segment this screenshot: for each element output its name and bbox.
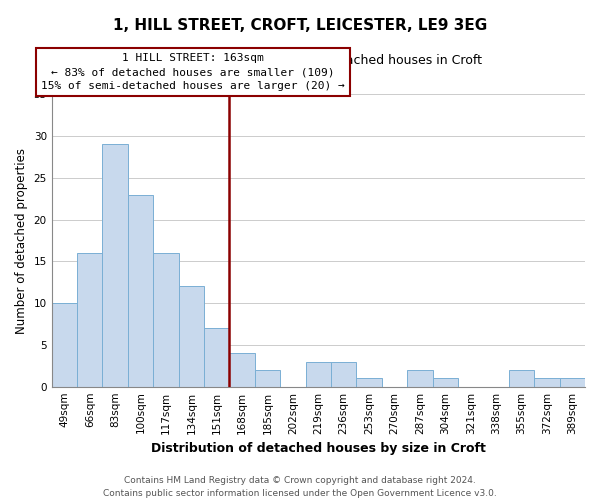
Text: Contains HM Land Registry data © Crown copyright and database right 2024.
Contai: Contains HM Land Registry data © Crown c…: [103, 476, 497, 498]
Bar: [356, 378, 382, 386]
Text: 1, HILL STREET, CROFT, LEICESTER, LE9 3EG: 1, HILL STREET, CROFT, LEICESTER, LE9 3E…: [113, 18, 487, 32]
Bar: [204, 328, 229, 386]
Title: Size of property relative to detached houses in Croft: Size of property relative to detached ho…: [154, 54, 482, 67]
Bar: [103, 144, 128, 386]
Bar: [179, 286, 204, 386]
Bar: [433, 378, 458, 386]
X-axis label: Distribution of detached houses by size in Croft: Distribution of detached houses by size …: [151, 442, 486, 455]
Bar: [128, 194, 153, 386]
Bar: [560, 378, 585, 386]
Y-axis label: Number of detached properties: Number of detached properties: [15, 148, 28, 334]
Bar: [229, 354, 255, 386]
Bar: [153, 253, 179, 386]
Bar: [534, 378, 560, 386]
Text: 1 HILL STREET: 163sqm
← 83% of detached houses are smaller (109)
15% of semi-det: 1 HILL STREET: 163sqm ← 83% of detached …: [41, 54, 345, 92]
Bar: [52, 303, 77, 386]
Bar: [305, 362, 331, 386]
Bar: [77, 253, 103, 386]
Bar: [509, 370, 534, 386]
Bar: [331, 362, 356, 386]
Bar: [255, 370, 280, 386]
Bar: [407, 370, 433, 386]
